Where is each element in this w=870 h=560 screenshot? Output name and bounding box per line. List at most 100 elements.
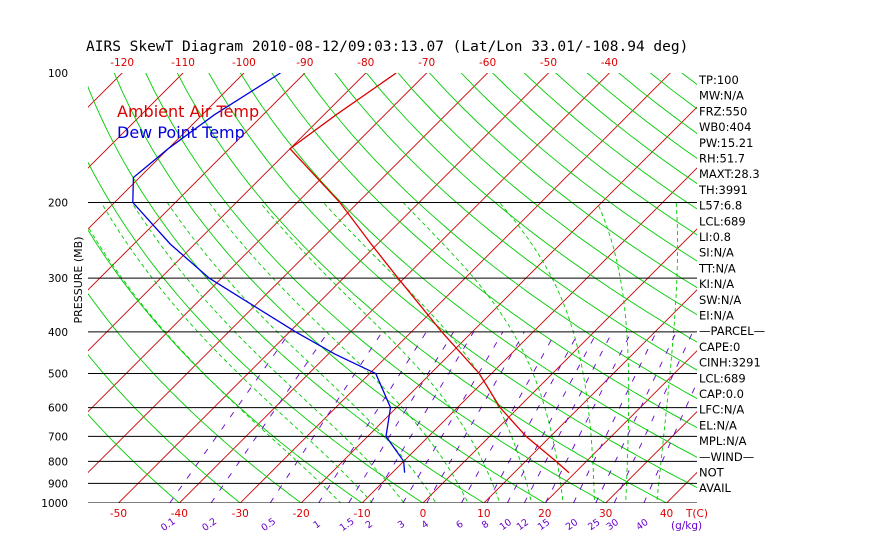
bottom-temp-tick-label: -20 [293, 508, 310, 520]
moist-adiabat [208, 202, 469, 503]
mixing-ratio-line [318, 331, 427, 503]
dry-adiabat [88, 413, 180, 503]
sounding-index: FRZ:550 [699, 104, 747, 118]
dry-adiabat [88, 161, 424, 503]
sounding-index: MAXT:28.3 [699, 167, 760, 181]
mixing-ratio-line [643, 381, 697, 503]
sounding-index: PW:15.21 [699, 136, 753, 150]
sounding-index: CAPE:0 [699, 340, 740, 354]
isotherm-line [300, 106, 697, 503]
isotherm-line [0, 31, 42, 512]
pressure-tick-label: 400 [48, 327, 68, 339]
dry-adiabat [492, 73, 697, 236]
sounding-index: SI:N/A [699, 246, 734, 260]
legend-dew-point-temp: Dew Point Temp [117, 123, 245, 142]
pressure-tick-label: 500 [48, 369, 68, 381]
sounding-index: LI:0.8 [699, 230, 731, 244]
mixing-ratio-line [402, 331, 504, 503]
dry-adiabat [661, 31, 870, 514]
sounding-index: KI:N/A [699, 277, 734, 291]
bottom-temp-tick-label: 0 [420, 508, 427, 520]
mixing-ratio-line [348, 331, 454, 503]
legend-ambient-air-temp: Ambient Air Temp [117, 102, 259, 121]
dry-adiabat [555, 73, 697, 185]
bottom-temp-tick-label: 10 [477, 508, 490, 520]
dry-adiabat [397, 73, 697, 316]
pressure-tick-label: 800 [48, 456, 68, 468]
isotherm-line [178, 73, 610, 503]
mixing-ratio-line [461, 331, 557, 503]
dry-adiabat [176, 73, 668, 503]
dry-adiabat [779, 31, 870, 514]
sounding-index: MPL:N/A [699, 434, 747, 448]
pressure-tick-label: 100 [48, 68, 68, 80]
mixing-ratio-line [269, 331, 383, 503]
mixing-ratio-tick-label: 1 [312, 519, 323, 531]
mixing-ratio-tick-label: 40 [634, 517, 650, 533]
sounding-index: SW:N/A [699, 293, 741, 307]
moist-adiabat [402, 202, 564, 503]
sounding-index: NOT [699, 466, 725, 480]
dry-adiabat [334, 73, 697, 371]
mixing-ratio-line [426, 331, 525, 503]
sounding-index: LCL:689 [699, 214, 746, 228]
sounding-index: RH:51.7 [699, 152, 745, 166]
mixing-ratio-line [210, 331, 329, 503]
moist-adiabat [259, 202, 501, 503]
isotherm-line [88, 73, 306, 291]
sounding-index: LCL:689 [699, 371, 746, 385]
sounding-index: MW:N/A [699, 89, 744, 103]
mixing-ratio-line [595, 331, 677, 503]
mixing-ratio-line [506, 331, 598, 503]
moist-adiabat [656, 202, 679, 503]
mixing-ratio-tick-label: 12 [515, 517, 531, 533]
dry-adiabat [88, 85, 485, 503]
dry-adiabat [145, 73, 607, 503]
mixing-ratio-tick-label: 6 [454, 519, 465, 531]
mixing-ratio-tick-label: 10 [498, 517, 514, 533]
y-axis-label: PRESSURE (MB) [72, 237, 85, 324]
series-dew-point-temp [132, 73, 406, 473]
sounding-index: TP:100 [698, 73, 739, 87]
isotherm-line [779, 31, 870, 512]
top-temp-tick-label: -90 [296, 57, 313, 69]
moist-adiabat [166, 202, 437, 503]
dry-adiabat [365, 73, 697, 343]
mixing-ratio-tick-label: 0.5 [259, 516, 278, 534]
bottom-temp-tick-label: 30 [599, 508, 612, 520]
isotherm-line [239, 73, 671, 503]
sounding-index: WB0:404 [699, 120, 751, 134]
top-temp-tick-label: -70 [418, 57, 435, 69]
series-ambient-air-temp [289, 73, 570, 474]
top-temp-tick-label: -100 [232, 57, 256, 69]
sounding-index: LFC:N/A [699, 403, 744, 417]
isotherm-line [361, 167, 697, 503]
mixing-ratio-line [545, 331, 632, 503]
dry-adiabat [302, 73, 697, 400]
x-axis-label-temp: T(C) [685, 508, 708, 520]
pressure-tick-label: 1000 [41, 498, 68, 510]
top-temp-tick-label: -110 [171, 57, 195, 69]
dry-adiabat [429, 73, 697, 289]
sounding-index: EI:N/A [699, 309, 734, 323]
sounding-index: —WIND— [699, 450, 754, 464]
isotherm-line [88, 73, 245, 230]
isotherm-line [88, 73, 367, 352]
bottom-temp-tick-label: -10 [353, 508, 370, 520]
mixing-ratio-line [523, 331, 613, 503]
x-axis-label-mixing: (g/kg) [671, 520, 702, 532]
bottom-temp-tick-label: 40 [660, 508, 673, 520]
pressure-tick-label: 300 [48, 273, 68, 285]
sounding-index: —PARCEL— [699, 324, 765, 338]
moist-adiabat [100, 202, 373, 503]
mixing-ratio-tick-label: 4 [420, 519, 431, 531]
top-temp-tick-label: -120 [110, 57, 134, 69]
sounding-index: TH:3991 [698, 183, 748, 197]
pressure-tick-label: 600 [48, 403, 68, 415]
sounding-index: CAP:0.0 [699, 387, 744, 401]
isotherm-line [88, 73, 489, 474]
top-temp-tick-label: -50 [540, 57, 557, 69]
isotherm-line [605, 411, 697, 503]
isotherm-line [117, 73, 550, 503]
isotherm-line [422, 228, 697, 503]
